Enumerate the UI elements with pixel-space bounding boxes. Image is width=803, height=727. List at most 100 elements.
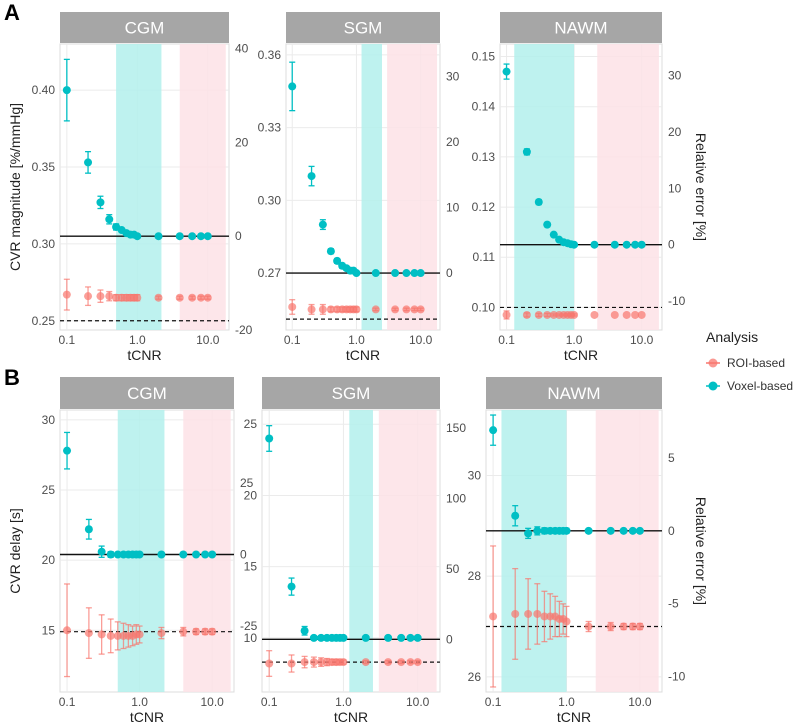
legend-item-voxel: Voxel-based xyxy=(706,379,793,393)
y2-tick-label: 0 xyxy=(668,524,675,538)
data-point xyxy=(413,658,422,667)
data-point xyxy=(192,550,201,559)
y-tick-label: 0.36 xyxy=(258,48,282,62)
y2-tick-label: 5 xyxy=(668,451,675,465)
data-point xyxy=(84,158,93,167)
data-point xyxy=(397,633,406,642)
data-point xyxy=(540,612,549,621)
data-point xyxy=(534,198,543,207)
facet-strip xyxy=(500,12,662,43)
data-point xyxy=(352,305,361,314)
x-tick-label: 0.1 xyxy=(498,333,515,347)
data-point xyxy=(112,293,121,302)
data-point xyxy=(309,658,318,667)
data-point xyxy=(533,609,542,618)
facet-title: NAWM xyxy=(554,19,607,38)
series-roi xyxy=(265,650,422,677)
data-point xyxy=(584,622,593,631)
series-roi xyxy=(489,545,644,688)
y-tick-label: 15 xyxy=(244,560,258,574)
series-roi xyxy=(63,583,217,678)
data-point xyxy=(562,526,571,535)
data-point xyxy=(288,302,297,311)
y-tick-label: 0.33 xyxy=(258,121,282,135)
x-axis-title: tCNR xyxy=(334,709,368,725)
y-tick-label: 28 xyxy=(468,569,482,583)
x-tick-label: 10.0 xyxy=(409,333,433,347)
facet-grid: CGM 0.25 0.30 0.35 0.40 -20 0 20 40 0.1 1.0 10.0 tCN… xyxy=(7,12,709,725)
data-point xyxy=(635,526,644,535)
facet-a-nawm: NAWM 0.10 0.11 0.12 0.13 0.14 0.15 -10 0 10 20 30 0.… xyxy=(472,12,709,363)
y-tick-label: 0.15 xyxy=(472,50,496,64)
data-point xyxy=(631,240,640,249)
data-point xyxy=(188,232,197,241)
data-point xyxy=(540,526,549,535)
roi-reliable-band xyxy=(597,44,659,330)
y2-tick-label: -10 xyxy=(668,294,686,308)
voxel-reliable-band xyxy=(349,410,373,692)
data-point xyxy=(562,617,571,626)
facet-b-nawm: NAWM 26 28 30 -10 -5 0 5 0.1 1.0 10.0 tCNR Relative … xyxy=(468,377,709,725)
data-point xyxy=(489,426,498,435)
data-point xyxy=(631,310,640,319)
data-point xyxy=(635,622,644,631)
y-axis-title: CVR magnitude [%/mmHg] xyxy=(7,103,23,271)
y-tick-label: 0.27 xyxy=(258,266,282,280)
y2-tick-label: -25 xyxy=(240,619,258,633)
y-tick-label: 0.30 xyxy=(32,237,56,251)
y-tick-label: 0.11 xyxy=(473,250,496,264)
data-point xyxy=(265,434,274,443)
data-point xyxy=(590,310,599,319)
facet-strip xyxy=(60,12,229,43)
y2-tick-label: 30 xyxy=(668,68,682,82)
data-point xyxy=(533,526,542,535)
data-point xyxy=(133,232,142,241)
facet-strip xyxy=(60,377,234,409)
y-tick-label: 30 xyxy=(42,413,56,427)
y-tick-label: 0.13 xyxy=(472,150,496,164)
data-point xyxy=(157,629,166,638)
y-tick-label: 0.14 xyxy=(472,100,496,114)
series-voxel xyxy=(63,431,217,559)
series-roi xyxy=(288,299,425,315)
voxel-reliable-band xyxy=(361,44,383,330)
data-point xyxy=(402,305,411,314)
data-point xyxy=(502,310,511,319)
data-point xyxy=(339,658,348,667)
data-point xyxy=(307,172,316,181)
y2-tick-label: 10 xyxy=(668,181,682,195)
facet-strip xyxy=(286,12,440,43)
y2-tick-label: 0 xyxy=(240,548,247,562)
y-tick-label: 25 xyxy=(244,417,258,431)
data-point xyxy=(371,269,380,278)
data-point xyxy=(543,310,552,319)
facet-strip xyxy=(262,377,440,409)
data-point xyxy=(97,547,106,556)
data-point xyxy=(628,622,637,631)
y2-axis-title: Relative error [%] xyxy=(693,133,709,241)
y2-tick-label: 20 xyxy=(235,135,249,149)
x-tick-label: 10.0 xyxy=(200,695,224,709)
series-roi xyxy=(62,278,212,311)
series-voxel xyxy=(489,414,644,540)
data-point xyxy=(97,630,106,639)
data-point xyxy=(288,82,297,91)
data-point xyxy=(384,658,393,667)
x-tick-label: 1.0 xyxy=(129,333,146,347)
data-point xyxy=(63,446,72,455)
legend-item-roi: ROI-based xyxy=(706,356,785,370)
y-tick-label: 0.10 xyxy=(472,300,496,314)
y-tick-label: 0.35 xyxy=(32,160,56,174)
roi-reliable-band xyxy=(179,44,226,330)
data-point xyxy=(391,305,400,314)
data-point xyxy=(175,232,184,241)
data-point xyxy=(84,525,93,534)
y-axis-title: CVR delay [s] xyxy=(7,508,23,594)
legend-title: Analysis xyxy=(706,329,758,345)
data-point xyxy=(397,658,406,667)
data-point xyxy=(84,629,93,638)
y-tick-label: 0.25 xyxy=(32,314,56,328)
data-point xyxy=(590,240,599,249)
